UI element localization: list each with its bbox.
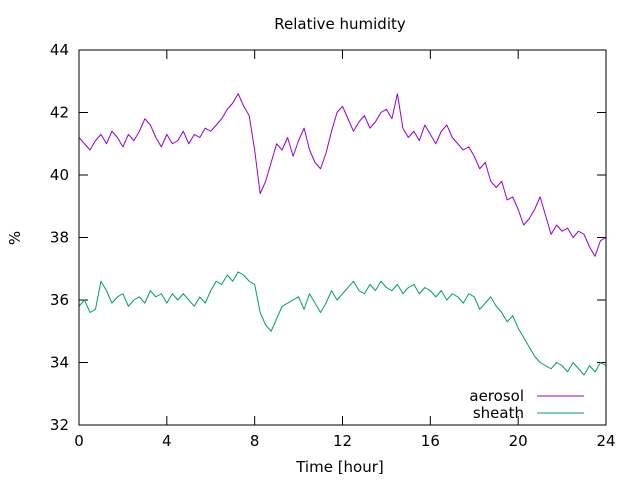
x-tick-label: 16 [421, 432, 440, 450]
y-tick-label: 40 [50, 166, 69, 184]
plot-frame [78, 49, 607, 426]
y-tick-label: 44 [50, 41, 69, 59]
series-line-sheath [78, 271, 607, 376]
x-tick-label: 4 [162, 432, 172, 450]
x-axis-label: Time [hour] [295, 458, 384, 476]
y-tick-label: 42 [50, 104, 69, 122]
series-line-aerosol [78, 93, 607, 257]
series-lines [78, 93, 607, 376]
y-tick-label: 34 [50, 354, 69, 372]
y-tick-label: 38 [50, 229, 69, 247]
chart-title: Relative humidity [274, 15, 406, 33]
x-tick-label: 24 [596, 432, 615, 450]
x-tick-label: 0 [74, 432, 84, 450]
y-tick-label: 32 [50, 416, 69, 434]
x-axis-ticks: 0 4 8 12 16 20 24 [74, 50, 616, 450]
y-tick-label: 36 [50, 291, 69, 309]
legend-label-aerosol: aerosol [469, 387, 524, 405]
x-tick-label: 8 [250, 432, 260, 450]
x-tick-label: 20 [509, 432, 528, 450]
legend-label-sheath: sheath [473, 404, 524, 422]
legend: aerosol sheath [469, 387, 584, 422]
y-axis-label: % [6, 231, 24, 245]
x-tick-label: 12 [333, 432, 352, 450]
